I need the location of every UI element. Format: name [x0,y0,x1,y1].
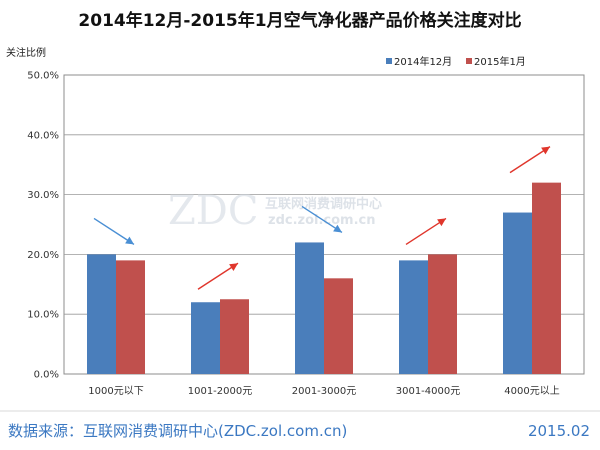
legend-swatch [466,58,472,64]
bar-jan-2015 [324,278,353,374]
bar-jan-2015 [428,254,457,374]
chart-title: 2014年12月-2015年1月空气净化器产品价格关注度对比 [78,10,521,31]
legend: 2014年12月 2015年1月 [386,55,526,68]
legend-label: 2015年1月 [474,55,526,68]
trend-arrow-up-icon [197,262,239,290]
watermark-text: 互联网消费调研中心 [265,196,382,212]
x-axis-ticks: 1000元以下 1001-2000元 2001-3000元 3001-4000元 400… [88,385,559,397]
y-tick-label: 10.0% [27,310,59,321]
x-tick-label: 4000元以上 [504,385,559,397]
x-tick-label: 3001-4000元 [396,386,461,397]
y-tick-label: 50.0% [27,71,59,82]
x-tick-label: 2001-3000元 [292,386,357,397]
bar-dec-2014 [87,254,116,374]
bar-jan-2015 [532,182,561,374]
y-tick-label: 40.0% [27,130,59,141]
watermark: ZDC 互联网消费调研中心 zdc.zol.com.cn [168,188,382,234]
y-tick-label: 30.0% [27,190,59,201]
bars [87,182,561,374]
legend-label: 2014年12月 [394,55,452,68]
trend-arrows [93,146,551,290]
y-tick-label: 20.0% [27,250,59,261]
bar-jan-2015 [220,299,249,374]
y-axis-ticks: 0.0% 10.0% 20.0% 30.0% 40.0% 50.0% [27,71,59,381]
footer-source: 数据来源：互联网消费调研中心(ZDC.zol.com.cn) [8,422,347,440]
bar-dec-2014 [503,212,532,374]
legend-swatch [386,58,392,64]
y-tick-label: 0.0% [34,370,59,381]
x-tick-label: 1001-2000元 [188,386,253,397]
bar-jan-2015 [116,260,145,374]
trend-arrow-up-icon [509,146,551,174]
trend-arrow-down-icon [301,205,343,234]
trend-arrow-up-icon [405,217,447,245]
y-axis-label: 关注比例 [6,46,46,59]
x-tick-label: 1000元以下 [88,386,143,397]
bar-dec-2014 [399,260,428,374]
footer-date: 2015.02 [528,422,590,440]
watermark-url: zdc.zol.com.cn [268,213,376,228]
bar-dec-2014 [191,302,220,374]
watermark-logo: ZDC [168,188,258,234]
trend-arrow-down-icon [93,217,135,245]
bar-dec-2014 [295,242,324,374]
